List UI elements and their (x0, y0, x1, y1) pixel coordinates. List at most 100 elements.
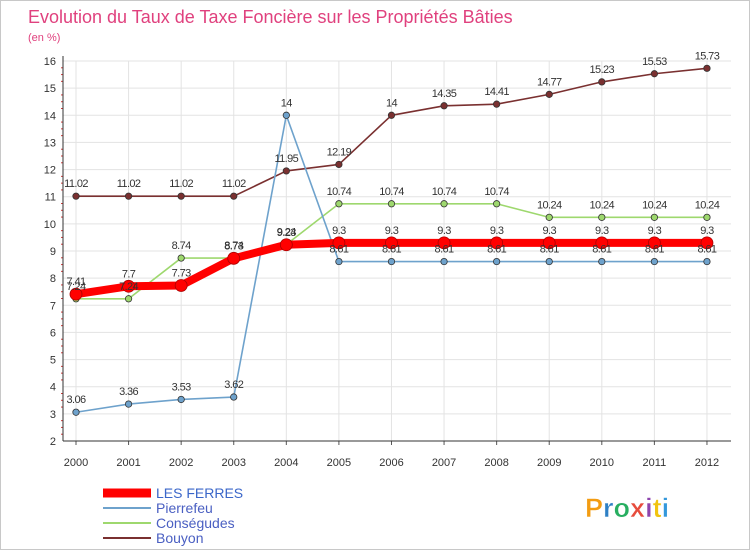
series-point (125, 296, 131, 302)
data-label: 14.35 (432, 88, 457, 100)
data-label: 9.3 (490, 225, 504, 237)
x-tick-label: 2011 (643, 457, 667, 469)
series-point (283, 168, 289, 174)
legend-label: Bouyon (156, 530, 203, 546)
series-point (336, 201, 342, 207)
y-tick-label: 9 (50, 246, 56, 258)
series-point (283, 112, 289, 118)
line-chart: Evolution du Taux de Taxe Foncière sur l… (1, 1, 750, 551)
series-point (336, 161, 342, 167)
data-label: 8.61 (645, 244, 664, 256)
logo-letter: P (585, 493, 603, 523)
chart-title: Evolution du Taux de Taxe Foncière sur l… (28, 7, 513, 27)
data-label: 3.62 (224, 379, 243, 391)
y-tick-label: 5 (50, 355, 56, 367)
series-point (546, 258, 552, 264)
data-label: 10.24 (590, 199, 615, 211)
data-label: 10.24 (695, 199, 720, 211)
series-point (336, 258, 342, 264)
x-tick-label: 2008 (484, 457, 508, 469)
y-tick-label: 16 (44, 56, 56, 68)
x-tick-label: 2004 (274, 457, 298, 469)
legend-label: LES FERRES (156, 485, 243, 501)
y-unit-label: (en %) (28, 32, 60, 44)
logo-letter: r (603, 493, 614, 523)
y-tick-label: 12 (44, 165, 56, 177)
data-label: 14.77 (537, 76, 562, 88)
data-label: 8.61 (435, 244, 454, 256)
data-label: 8.61 (487, 244, 506, 256)
series-point (228, 252, 240, 264)
data-label: 15.23 (590, 64, 615, 76)
data-label: 11.02 (64, 178, 88, 190)
series-point (599, 258, 605, 264)
x-tick-label: 2001 (116, 457, 140, 469)
series-point (651, 214, 657, 220)
data-label: 8.61 (382, 244, 401, 256)
data-label: 10.74 (327, 186, 352, 198)
data-label: 11.95 (274, 153, 298, 165)
y-tick-label: 2 (50, 436, 56, 448)
y-tick-label: 10 (44, 219, 56, 231)
data-label: 15.53 (642, 56, 667, 68)
y-tick-label: 13 (44, 137, 56, 149)
y-tick-label: 6 (50, 327, 56, 339)
data-label: 10.24 (537, 199, 562, 211)
series-point (493, 201, 499, 207)
y-tick-label: 14 (44, 110, 56, 122)
series-point (441, 201, 447, 207)
y-tick-label: 4 (50, 382, 56, 394)
y-tick-label: 7 (50, 300, 56, 312)
series-point (441, 103, 447, 109)
x-tick-label: 2005 (327, 457, 351, 469)
data-label: 8.73 (224, 240, 243, 252)
series-point (546, 91, 552, 97)
x-tick-label: 2006 (379, 457, 403, 469)
series-point (388, 201, 394, 207)
data-label: 3.36 (119, 386, 138, 398)
data-label: 10.24 (642, 199, 667, 211)
data-label: 8.61 (540, 244, 559, 256)
data-label: 15.73 (695, 50, 720, 62)
data-label: 8.61 (329, 244, 348, 256)
data-label: 11.02 (169, 178, 193, 190)
data-label: 8.74 (172, 240, 191, 252)
proxiti-logo: Proxiti (585, 493, 669, 523)
data-label: 14 (281, 97, 293, 109)
axes: 2 3 4 5 6 7 8 9 10 11 12 13 14 15 16 2000 2001 2002 2003 20… (44, 56, 731, 469)
logo-letter: i (645, 493, 653, 523)
y-tick-label: 3 (50, 409, 56, 421)
data-label: 7.73 (172, 267, 191, 279)
data-label: 9.3 (437, 225, 451, 237)
chart-frame: Evolution du Taux de Taxe Foncière sur l… (0, 0, 750, 550)
series-point (651, 258, 657, 264)
data-label: 11.02 (222, 178, 246, 190)
x-tick-label: 2000 (64, 457, 88, 469)
data-label: 3.53 (172, 381, 191, 393)
logo-letter: t (653, 493, 662, 523)
series-point (651, 71, 657, 77)
legend-label: Pierrefeu (156, 500, 213, 516)
series-point (178, 396, 184, 402)
data-label: 8.61 (697, 244, 716, 256)
data-label: 7.24 (119, 281, 138, 293)
data-label: 9.3 (385, 225, 399, 237)
y-tick-label: 15 (44, 83, 56, 95)
series-point (704, 258, 710, 264)
proxiti-logo-text: Proxiti (585, 493, 669, 523)
series-point (175, 279, 187, 291)
data-label: 9.3 (648, 225, 662, 237)
series-point (388, 112, 394, 118)
data-label: 10.74 (432, 186, 457, 198)
series-point (73, 193, 79, 199)
data-label: 3.06 (66, 394, 85, 406)
data-label: 10.74 (379, 186, 404, 198)
x-tick-label: 2003 (221, 457, 245, 469)
legend-label: Conségudes (156, 515, 235, 531)
data-label: 9.3 (542, 225, 556, 237)
y-tick-label: 8 (50, 273, 56, 285)
data-label: 7.7 (122, 268, 136, 280)
series-point (704, 214, 710, 220)
logo-letter: i (662, 493, 670, 523)
